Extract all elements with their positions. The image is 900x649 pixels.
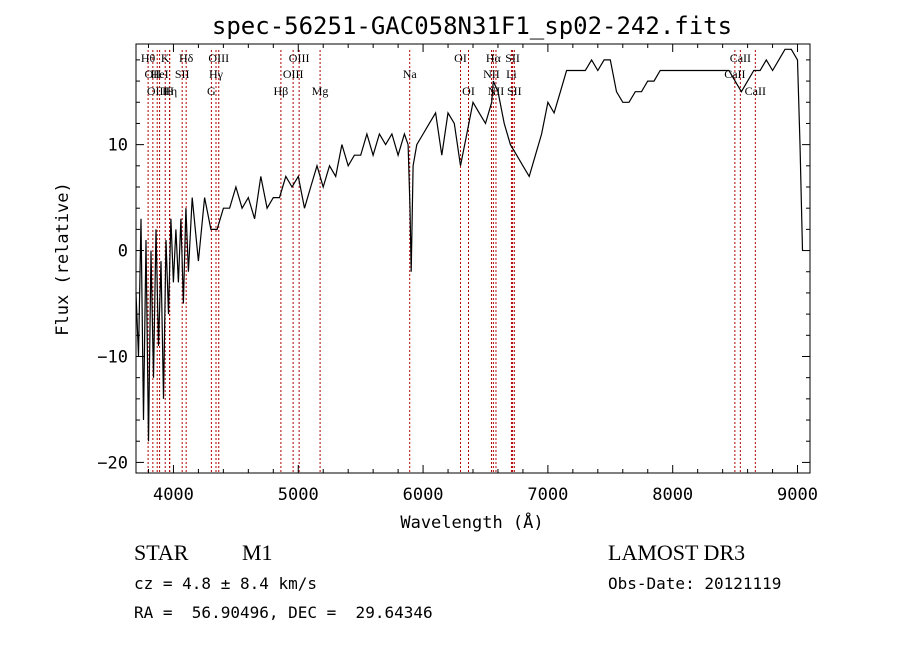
y-tick-label-0: −20: [97, 453, 128, 473]
line-label-13: OIII: [283, 67, 304, 81]
line-label-22: Li: [506, 67, 517, 81]
x-axis-label: Wavelength (Å): [400, 511, 543, 533]
line-label-14: OIII: [289, 51, 310, 65]
line-label-0: Hθ: [141, 51, 156, 65]
y-tick-label-1: −10: [97, 347, 128, 367]
line-label-11: OIII: [208, 51, 229, 65]
line-label-8: Hδ: [179, 51, 194, 65]
x-tick-label-3: 7000: [527, 485, 568, 505]
y-axis-label: Flux (relative): [53, 182, 73, 336]
line-label-18: OI: [462, 84, 475, 98]
line-label-20: Hα: [486, 51, 502, 65]
object-type: STAR: [134, 540, 189, 565]
line-label-4: K: [161, 51, 170, 65]
y-tick-label-3: 10: [108, 136, 128, 156]
line-label-27: CaII: [745, 84, 766, 98]
line-label-19: NII: [483, 67, 500, 81]
observation-date: Obs-Date: 20121119: [608, 574, 782, 593]
y-tick-label-2: 0: [118, 242, 128, 262]
line-label-1: OII: [145, 67, 162, 81]
x-tick-label-0: 4000: [153, 485, 194, 505]
x-tick-label-2: 6000: [403, 485, 444, 505]
survey-name: LAMOST DR3: [608, 540, 746, 565]
spectrum-line: [135, 48, 804, 442]
line-label-6: H: [165, 84, 174, 98]
line-label-12: Hβ: [274, 84, 289, 98]
line-label-26: CaII: [730, 51, 751, 65]
redshift-cz: cz = 4.8 ± 8.4 km/s: [134, 574, 318, 593]
line-labels: HθOIIOIIIHeIKHηHSIIHδGHγOIIIHβOIIIOIIIMg…: [141, 51, 766, 98]
y-axis-ticks: −20 −10 0 10: [97, 59, 810, 473]
x-tick-label-5: 9000: [777, 485, 818, 505]
ra-dec: RA = 56.90496, DEC = 29.64346: [134, 603, 433, 622]
x-tick-label-4: 8000: [652, 485, 693, 505]
line-label-7: SII: [175, 67, 190, 81]
chart-title: spec-56251-GAC058N31F1_sp02-242.fits: [212, 12, 732, 40]
line-label-9: G: [207, 84, 216, 98]
line-label-5: Hη: [162, 84, 177, 98]
line-label-25: CaII: [724, 67, 745, 81]
line-label-15: Mg: [312, 84, 329, 98]
plot-frame: [135, 43, 811, 474]
line-label-24: SII: [507, 84, 522, 98]
line-label-2: OIII: [147, 84, 168, 98]
x-tick-label-1: 5000: [278, 485, 319, 505]
line-label-23: SII: [505, 51, 520, 65]
line-markers: [147, 50, 756, 473]
line-label-17: OI: [454, 51, 467, 65]
line-label-3: HeI: [151, 67, 169, 81]
object-subclass: M1: [242, 540, 273, 565]
line-label-10: Hγ: [209, 67, 224, 81]
x-axis-ticks: 4000 5000 6000 7000 8000 9000: [147, 44, 818, 505]
line-label-16: Na: [403, 67, 418, 81]
